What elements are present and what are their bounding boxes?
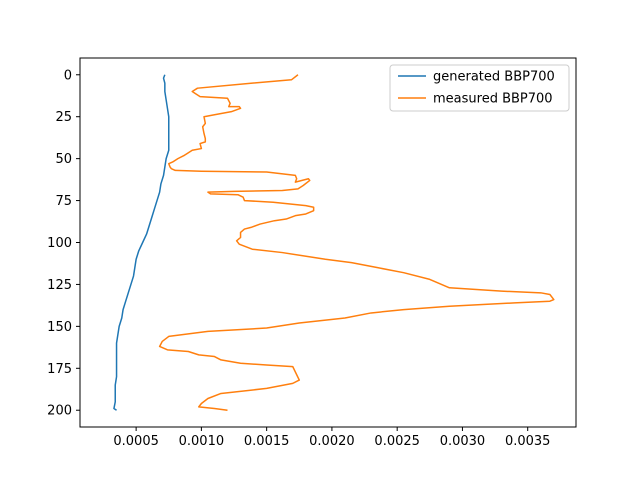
series-line-2 xyxy=(158,74,555,411)
x-tick-label: 0.0030 xyxy=(440,434,486,449)
x-tick-label: 0.0005 xyxy=(113,434,159,449)
legend-label: generated BBP700 xyxy=(433,70,555,85)
x-tick-label: 0.0010 xyxy=(179,434,225,449)
legend: generated BBP700 measured BBP700 xyxy=(389,64,570,112)
legend-label: measured BBP700 xyxy=(433,92,553,107)
x-tick-label: 0.0035 xyxy=(505,434,551,449)
y-tick-label: 50 xyxy=(55,152,72,167)
series-line-1 xyxy=(113,74,170,411)
x-axis: 0.0005 0.0010 0.0015 0.0020 0.0025 0.0030 0.00… xyxy=(113,427,550,449)
y-tick-label: 0 xyxy=(64,68,72,83)
x-tick-label: 0.0015 xyxy=(244,434,290,449)
y-tick-label: 75 xyxy=(55,194,72,209)
y-axis: 0 25 50 75 100 125 150 175 200 xyxy=(47,68,80,419)
y-tick-label: 150 xyxy=(47,320,72,335)
legend-box xyxy=(389,64,570,112)
y-tick-label: 175 xyxy=(47,362,72,377)
x-tick-label: 0.0025 xyxy=(374,434,420,449)
series-layer xyxy=(113,74,555,411)
y-tick-label: 100 xyxy=(47,236,72,251)
y-tick-label: 200 xyxy=(47,404,72,419)
y-tick-label: 125 xyxy=(47,278,72,293)
y-tick-label: 25 xyxy=(55,110,72,125)
x-tick-label: 0.0020 xyxy=(309,434,355,449)
